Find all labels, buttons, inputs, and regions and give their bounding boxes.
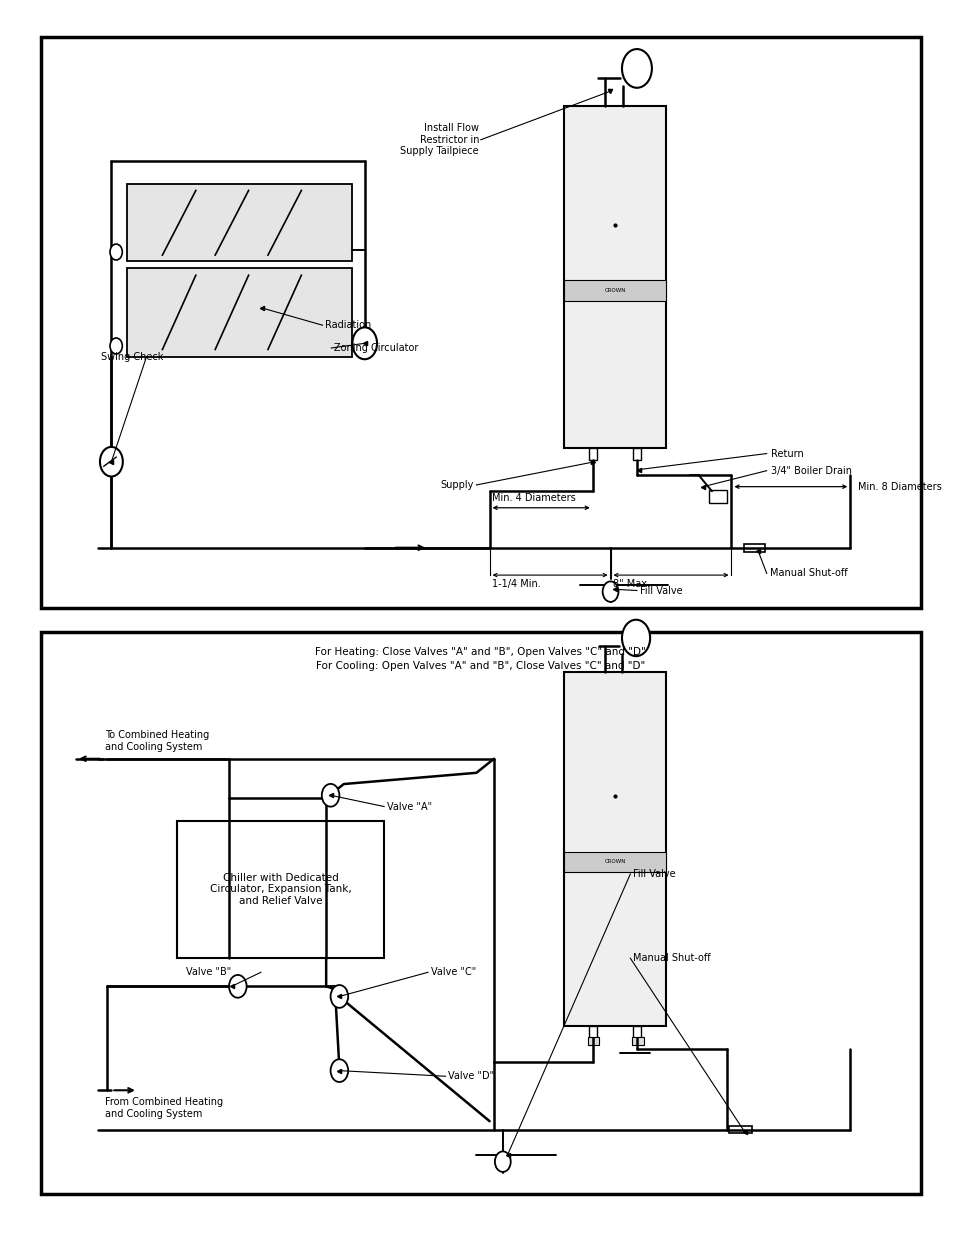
Circle shape xyxy=(321,784,339,806)
Bar xyxy=(588,1025,596,1039)
Text: Zoning Circulator: Zoning Circulator xyxy=(334,343,418,353)
Text: Chiller with Dedicated
Circulator, Expansion Tank,
and Relief Valve: Chiller with Dedicated Circulator, Expan… xyxy=(210,873,352,906)
Circle shape xyxy=(100,447,123,477)
Circle shape xyxy=(352,327,376,359)
Text: From Combined Heating
and Cooling System: From Combined Heating and Cooling System xyxy=(105,1097,223,1119)
Text: CROWN: CROWN xyxy=(603,860,625,864)
Text: Manual Shut-off: Manual Shut-off xyxy=(633,953,710,963)
Circle shape xyxy=(621,49,651,88)
Text: Manual Shut-off: Manual Shut-off xyxy=(769,568,846,578)
Bar xyxy=(564,672,665,1025)
Text: Valve "A": Valve "A" xyxy=(387,802,432,811)
Circle shape xyxy=(331,1060,348,1082)
Text: Return: Return xyxy=(771,448,803,458)
Text: 1-1/4 Min.: 1-1/4 Min. xyxy=(492,578,540,589)
Text: Valve "C": Valve "C" xyxy=(431,967,476,977)
Bar xyxy=(588,448,596,461)
Bar xyxy=(564,280,665,300)
Circle shape xyxy=(602,582,618,601)
Bar xyxy=(564,852,665,872)
Bar xyxy=(632,1037,643,1045)
Text: Valve "D": Valve "D" xyxy=(448,1071,494,1081)
Text: For Heating: Close Valves "A" and "B", Open Valves "C" and "D": For Heating: Close Valves "A" and "B", O… xyxy=(315,647,645,657)
Circle shape xyxy=(229,974,247,998)
Bar xyxy=(633,1025,640,1039)
Bar xyxy=(633,448,640,461)
Text: Fill Valve: Fill Valve xyxy=(639,585,681,595)
Text: Min. 8 Diameters: Min. 8 Diameters xyxy=(857,482,941,492)
Text: Fill Valve: Fill Valve xyxy=(633,869,675,879)
Text: Swing Check: Swing Check xyxy=(101,352,163,362)
Text: 3/4" Boiler Drain: 3/4" Boiler Drain xyxy=(771,466,852,475)
Text: Valve "B": Valve "B" xyxy=(186,967,232,977)
Bar xyxy=(41,37,920,608)
Bar xyxy=(587,1037,598,1045)
Text: CROWN: CROWN xyxy=(603,288,625,293)
Bar xyxy=(41,632,920,1194)
Bar xyxy=(127,268,351,357)
Bar xyxy=(177,820,384,958)
Text: Install Flow
Restrictor in
Supply Tailpiece: Install Flow Restrictor in Supply Tailpi… xyxy=(400,124,478,157)
Circle shape xyxy=(331,986,348,1008)
Bar xyxy=(709,490,726,503)
Text: Radiation: Radiation xyxy=(325,320,372,330)
Bar xyxy=(127,184,351,262)
Bar xyxy=(564,105,665,448)
Text: 8" Max.: 8" Max. xyxy=(613,578,650,589)
Circle shape xyxy=(495,1151,510,1172)
Text: Min. 4 Diameters: Min. 4 Diameters xyxy=(492,493,576,503)
Text: To Combined Heating
and Cooling System: To Combined Heating and Cooling System xyxy=(105,730,210,752)
Text: Supply: Supply xyxy=(439,480,473,490)
Circle shape xyxy=(110,245,122,261)
Bar xyxy=(728,1126,751,1132)
Circle shape xyxy=(110,338,122,354)
Bar xyxy=(743,543,764,552)
Circle shape xyxy=(621,620,649,656)
Text: For Cooling: Open Valves "A" and "B", Close Valves "C" and "D": For Cooling: Open Valves "A" and "B", Cl… xyxy=(315,661,645,671)
